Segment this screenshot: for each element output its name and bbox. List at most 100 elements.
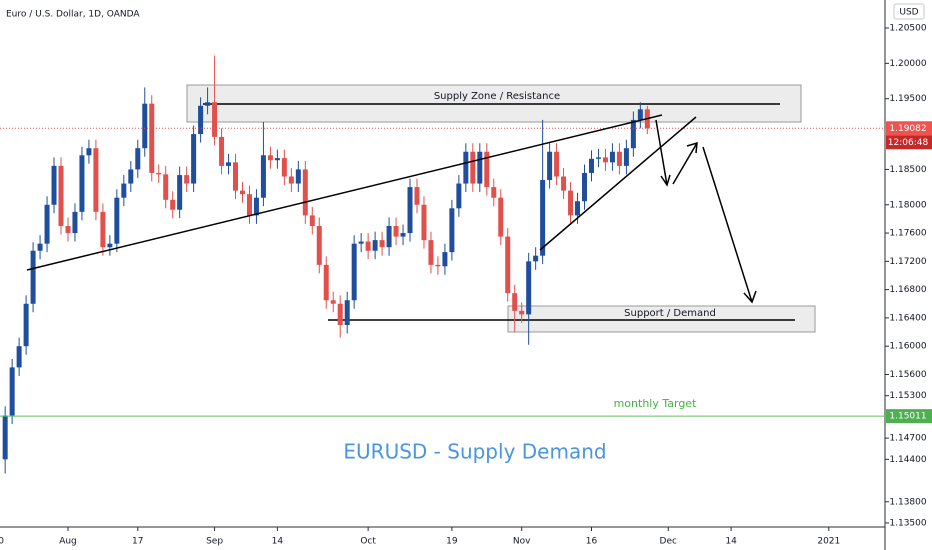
candle-body — [393, 225, 399, 237]
candle-body — [212, 102, 218, 137]
y-tick-label: 1.18500 — [889, 165, 926, 175]
price-axis — [885, 0, 932, 550]
candle-body — [386, 225, 392, 248]
currency[interactable]: USD — [899, 8, 918, 18]
candle-body — [281, 158, 287, 177]
currency-box[interactable] — [893, 3, 925, 20]
candles — [0, 55, 885, 474]
countdown-badge — [886, 135, 932, 150]
candle-body — [198, 105, 204, 135]
candle-body — [79, 155, 85, 212]
x-tick-label: 17 — [132, 537, 143, 547]
candle-body — [337, 303, 343, 325]
x-tick-label: 2021 — [817, 537, 840, 547]
candle-body — [114, 197, 120, 244]
y-tick-label: 1.13500 — [889, 518, 926, 528]
candle-body — [595, 157, 601, 159]
candle-body — [93, 148, 99, 212]
candle-body — [407, 187, 413, 234]
candle-body — [498, 197, 504, 237]
candle-body — [330, 300, 336, 304]
x-tick-label: Aug — [59, 537, 77, 547]
candle-body — [16, 346, 22, 368]
target-badge — [886, 409, 932, 424]
candle-body — [491, 187, 497, 198]
candle-body — [554, 151, 560, 177]
candle-body — [9, 367, 15, 416]
candle-body — [302, 169, 308, 216]
candle-body — [260, 155, 266, 198]
x-tick-label: 14 — [272, 537, 284, 547]
y-tick-label: 1.17600 — [889, 229, 926, 239]
candle-body — [226, 162, 232, 166]
wedge-line — [539, 116, 697, 251]
candle-body — [609, 151, 615, 163]
candle-body — [65, 225, 71, 234]
candle-body — [442, 252, 448, 267]
candle-body — [44, 204, 50, 244]
y-tick-label: 1.16800 — [889, 285, 926, 295]
candle-body — [267, 155, 273, 161]
last-price-badge — [886, 121, 932, 136]
y-tick-label: 1.16400 — [889, 313, 926, 323]
arrow — [672, 141, 698, 185]
y-tick-label: 1.13800 — [889, 497, 926, 507]
y-tick-label: 1.15300 — [889, 391, 926, 401]
candle-body — [156, 172, 162, 175]
candle-body — [616, 151, 622, 166]
candle-body — [344, 300, 350, 325]
candle-body — [246, 194, 252, 216]
candle-body — [637, 109, 643, 120]
y-tick-label: 1.20000 — [889, 59, 926, 69]
time-axis — [0, 527, 885, 550]
target-price-label: 1.15011 — [889, 412, 926, 422]
candle-body — [51, 165, 57, 205]
candle-body — [449, 208, 455, 253]
candle-body — [602, 157, 608, 163]
y-tick-label: 1.20500 — [889, 24, 926, 34]
target-label: monthly Target — [614, 397, 697, 410]
candle-body — [100, 211, 106, 248]
x-tick-label: Oct — [360, 537, 376, 547]
x-tick-label: 20 — [0, 537, 4, 547]
candle-body — [505, 236, 511, 294]
candle-body — [351, 243, 357, 301]
y-tick-label: 1.18000 — [889, 200, 926, 210]
candle-body — [568, 190, 574, 216]
y-tick-label: 1.16000 — [889, 342, 926, 352]
candle-body — [58, 165, 64, 226]
candle-body — [288, 176, 294, 184]
candle-body — [588, 158, 594, 173]
candle-body — [163, 174, 169, 200]
candle-body — [435, 264, 441, 267]
candle-body — [561, 176, 567, 191]
y-tick-label: 1.17200 — [889, 257, 926, 267]
demand-zone — [507, 305, 816, 333]
candle-body — [295, 169, 301, 184]
candle-body — [233, 162, 239, 191]
candle-body — [316, 225, 322, 265]
candle-body — [184, 175, 190, 184]
candle-body — [239, 190, 245, 195]
candle-body — [191, 134, 197, 184]
arrow — [702, 146, 757, 304]
candle-body — [205, 102, 211, 106]
candle-body — [372, 240, 378, 251]
candle-body — [37, 243, 43, 251]
x-tick-label: 14 — [725, 537, 737, 547]
candle-body — [86, 148, 92, 156]
candle-body — [421, 204, 427, 241]
demand-label: Support / Demand — [624, 308, 716, 319]
candle-body — [121, 183, 127, 198]
candle-body — [540, 180, 546, 256]
candle-body — [23, 303, 29, 347]
countdown-label: 12:06:48 — [888, 138, 929, 148]
y-tick-label: 1.19500 — [889, 94, 926, 104]
candle-body — [630, 119, 636, 149]
candle-body — [107, 243, 113, 248]
candle-body — [414, 187, 420, 205]
x-tick-label: Sep — [206, 537, 223, 547]
candle-body — [309, 215, 315, 226]
